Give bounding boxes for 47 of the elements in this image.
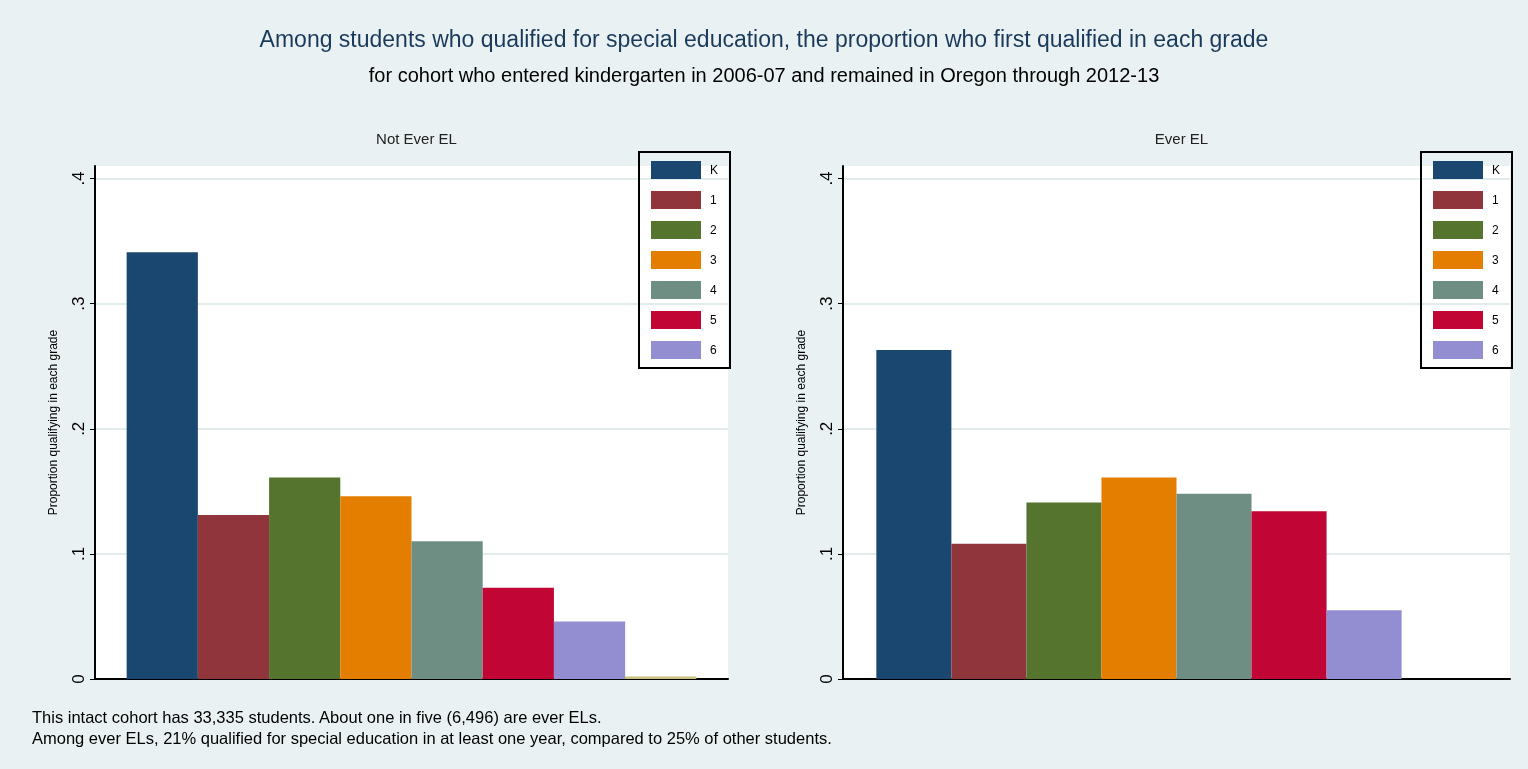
legend-label: 4	[1492, 283, 1499, 297]
legend-label: 2	[1492, 223, 1499, 237]
bar	[625, 676, 697, 679]
legend-label: K	[1492, 163, 1501, 177]
bar	[340, 496, 412, 679]
bar	[1251, 511, 1327, 679]
bar	[1326, 610, 1402, 679]
y-tick-label: .3	[817, 296, 836, 311]
text: Among students who qualified for special education, the proportion who first qualified in each grade	[258, 26, 1270, 53]
legend-label: 6	[1492, 343, 1499, 357]
y-tick-label: .4	[817, 171, 836, 186]
y-tick-label: 0	[69, 674, 88, 684]
text: for cohort who entered kindergarten in 2006-07 and remained in Oregon through 2012-13	[367, 64, 1161, 87]
legend-label: 1	[1492, 193, 1499, 207]
chart-title: Ever EL	[1154, 130, 1209, 147]
bar	[951, 543, 1027, 679]
legend-label: 6	[710, 343, 717, 357]
legend-label: 2	[710, 223, 717, 237]
legend-label: K	[710, 163, 719, 177]
y-tick-label: .2	[817, 421, 836, 436]
y-tick-label: .1	[817, 546, 836, 561]
legend-label: 4	[710, 283, 717, 297]
bar	[553, 621, 626, 679]
text: Among ever ELs, 21% qualified for special education in at least one year, compared to 25% of other students.	[32, 728, 832, 749]
chart-title: Not Ever EL	[376, 130, 457, 147]
bar	[197, 515, 270, 679]
y-tick-label: .2	[69, 421, 88, 436]
legend-label: 3	[710, 253, 717, 267]
bar	[269, 477, 341, 679]
legend-label: 3	[1492, 253, 1499, 267]
bar	[876, 349, 952, 679]
legend-label: 5	[1492, 313, 1499, 327]
legend-label: 5	[710, 313, 717, 327]
y-tick-label: .3	[69, 296, 88, 311]
text: This intact cohort has 33,335 students. About one in five (6,496) are ever ELs.	[32, 707, 603, 728]
bar	[482, 587, 554, 679]
bar	[411, 541, 483, 679]
y-tick-label: .4	[69, 171, 88, 186]
y-tick-label: .1	[69, 546, 88, 561]
bar	[126, 252, 198, 679]
y-tick-label: 0	[817, 674, 836, 684]
bar	[1101, 477, 1177, 679]
y-axis-title: Proportion qualifying in each grade	[46, 329, 60, 516]
legend-label: 1	[710, 193, 717, 207]
y-axis-title: Proportion qualifying in each grade	[794, 329, 808, 516]
bar	[1176, 493, 1252, 679]
bar	[1026, 502, 1102, 679]
